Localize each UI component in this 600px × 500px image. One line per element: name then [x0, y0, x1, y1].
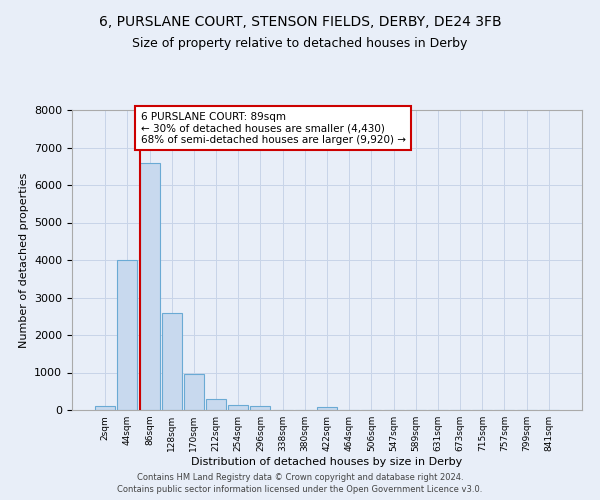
Text: 6 PURSLANE COURT: 89sqm
← 30% of detached houses are smaller (4,430)
68% of semi: 6 PURSLANE COURT: 89sqm ← 30% of detache…	[140, 112, 406, 144]
Bar	[250, 406, 271, 410]
Bar	[206, 399, 226, 410]
Bar	[140, 162, 160, 410]
X-axis label: Distribution of detached houses by size in Derby: Distribution of detached houses by size …	[191, 457, 463, 467]
Bar	[184, 374, 204, 410]
Bar	[162, 312, 182, 410]
Text: 6, PURSLANE COURT, STENSON FIELDS, DERBY, DE24 3FB: 6, PURSLANE COURT, STENSON FIELDS, DERBY…	[98, 15, 502, 29]
Bar	[317, 408, 337, 410]
Text: Size of property relative to detached houses in Derby: Size of property relative to detached ho…	[133, 38, 467, 51]
Text: Contains public sector information licensed under the Open Government Licence v3: Contains public sector information licen…	[118, 486, 482, 494]
Text: Contains HM Land Registry data © Crown copyright and database right 2024.: Contains HM Land Registry data © Crown c…	[137, 473, 463, 482]
Y-axis label: Number of detached properties: Number of detached properties	[19, 172, 29, 348]
Bar	[228, 405, 248, 410]
Bar	[118, 260, 137, 410]
Bar	[95, 406, 115, 410]
